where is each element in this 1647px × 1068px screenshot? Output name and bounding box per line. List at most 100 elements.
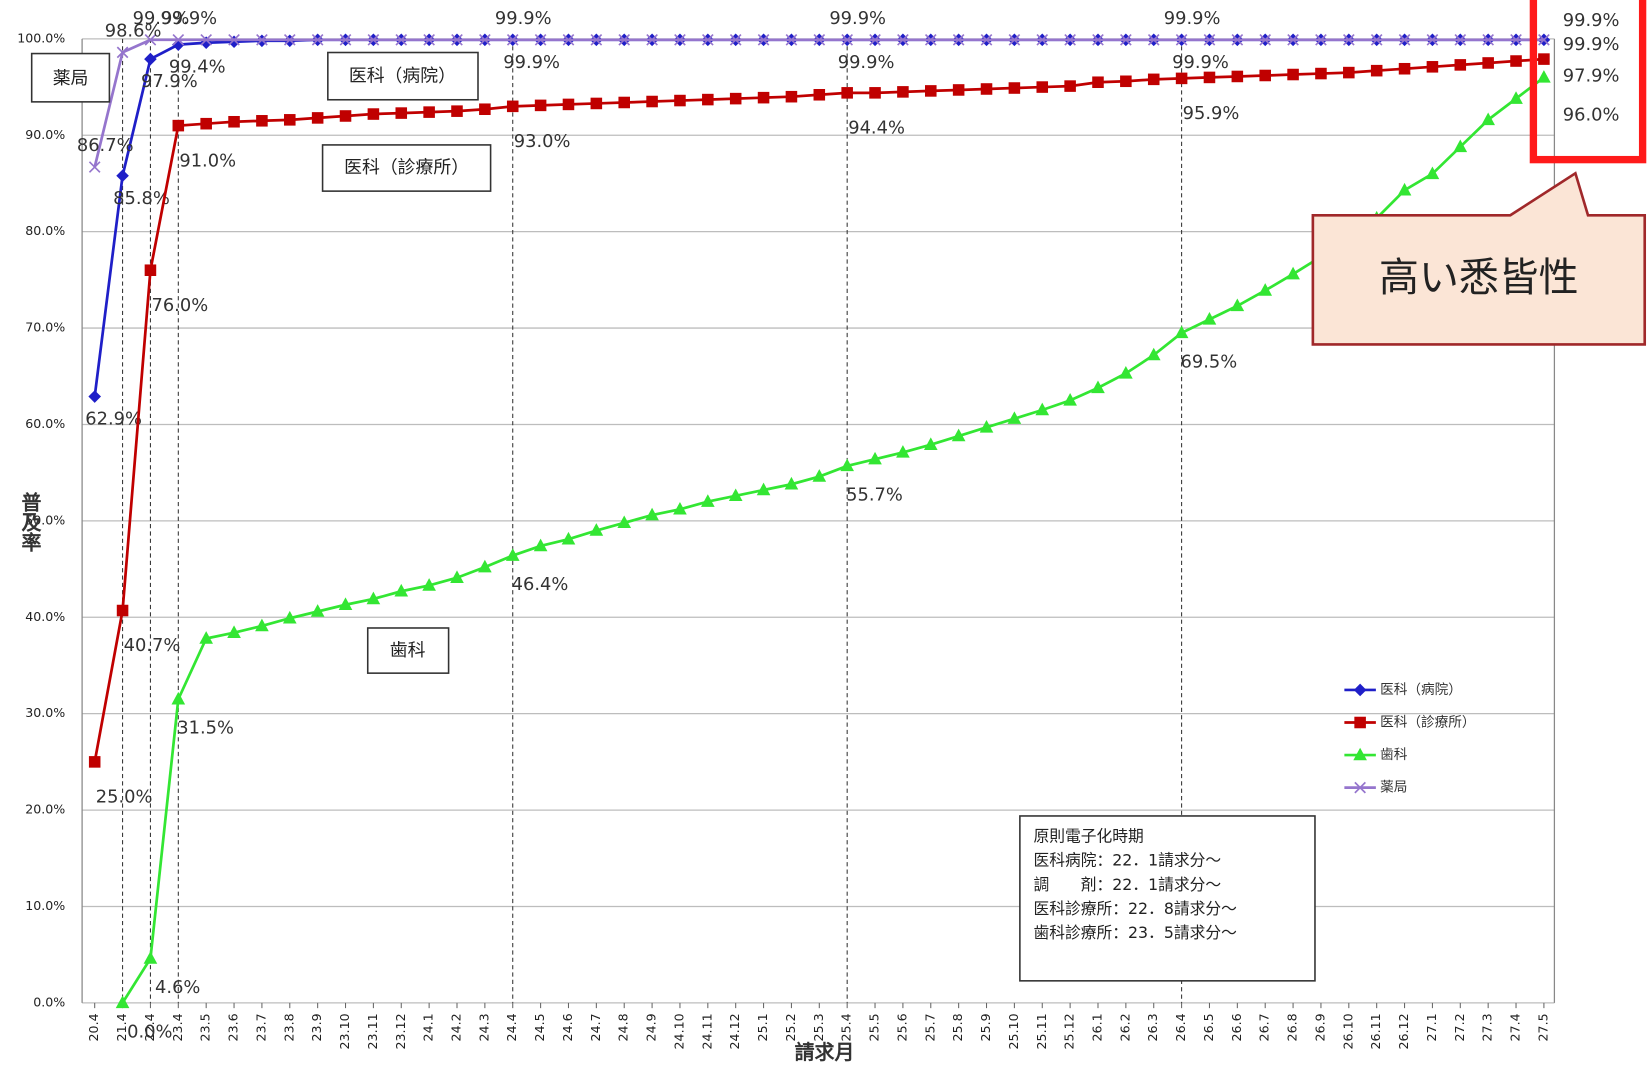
- legend-marker: [1354, 781, 1366, 794]
- series-box-label: 薬局: [53, 68, 89, 89]
- x-tick-label: 24.7: [588, 1013, 603, 1041]
- point: [1064, 80, 1076, 92]
- point: [701, 33, 714, 46]
- point: [1454, 33, 1467, 46]
- point: [1120, 33, 1132, 46]
- point: [451, 33, 463, 46]
- x-tick-label: 20.4: [86, 1013, 101, 1041]
- point: [1370, 64, 1383, 77]
- point: [1147, 33, 1160, 46]
- point: [256, 115, 268, 127]
- point: [1482, 33, 1495, 46]
- point: [924, 33, 937, 46]
- point: [1398, 33, 1411, 46]
- point: [618, 33, 631, 46]
- point: [1370, 33, 1383, 46]
- point: [1203, 33, 1216, 46]
- point: [729, 92, 742, 105]
- point: [1035, 402, 1050, 416]
- x-tick-label: 25.5: [867, 1013, 882, 1041]
- point: [366, 591, 381, 605]
- data-label: 99.9%: [838, 52, 895, 73]
- point: [423, 106, 435, 118]
- x-tick-label: 25.9: [978, 1013, 993, 1041]
- point: [729, 33, 742, 46]
- point: [1203, 71, 1216, 84]
- x-tick-label: 24.4: [504, 1013, 519, 1041]
- data-label: 99.9%: [503, 52, 560, 73]
- y-tick-label: 60.0%: [25, 416, 65, 431]
- point: [1259, 69, 1271, 82]
- x-tick-label: 23.5: [198, 1013, 213, 1041]
- point: [423, 33, 435, 46]
- x-tick-label: 25.12: [1062, 1013, 1077, 1049]
- point: [1259, 33, 1272, 46]
- legend-marker: [1354, 716, 1366, 729]
- data-label: 97.9%: [1563, 66, 1620, 87]
- legend-label: 薬局: [1380, 780, 1407, 796]
- point: [1231, 33, 1244, 46]
- x-tick-label: 26.7: [1257, 1013, 1272, 1041]
- x-tick-label: 25.7: [922, 1013, 937, 1041]
- label-box: [366, 627, 450, 674]
- point: [1315, 33, 1327, 46]
- point: [1008, 82, 1021, 94]
- x-tick-label: 23.6: [226, 1013, 241, 1041]
- x-tick-label: 24.10: [671, 1013, 686, 1049]
- point: [925, 85, 937, 97]
- note-line: 歯科診療所：23．5請求分～: [1034, 923, 1238, 942]
- x-tick-label: 26.6: [1229, 1013, 1244, 1041]
- point: [116, 169, 129, 183]
- point: [339, 110, 352, 122]
- y-tick-label: 70.0%: [25, 320, 65, 335]
- point: [728, 488, 743, 502]
- x-tick-label: 24.2: [448, 1013, 463, 1041]
- legend-label: 医科（診療所）: [1380, 714, 1476, 731]
- point: [282, 610, 297, 624]
- point: [1426, 61, 1439, 73]
- point: [812, 469, 827, 482]
- point: [1453, 139, 1468, 153]
- point: [227, 625, 241, 638]
- x-tick-label: 25.1: [755, 1013, 770, 1041]
- point: [869, 87, 881, 99]
- x-tick-label: 23.8: [281, 1013, 296, 1041]
- point: [394, 583, 409, 597]
- data-label: 91.0%: [179, 150, 236, 171]
- point: [1537, 70, 1551, 83]
- y-tick-label: 10.0%: [25, 898, 65, 913]
- point: [784, 476, 799, 490]
- point: [840, 458, 854, 472]
- note-box: [1019, 815, 1316, 982]
- point: [284, 114, 296, 126]
- x-tick-label: 21.4: [114, 1013, 129, 1041]
- data-label: 40.7%: [124, 635, 181, 656]
- point: [1538, 33, 1550, 46]
- x-tick-label: 26.9: [1312, 1013, 1327, 1041]
- point: [1092, 33, 1104, 46]
- point: [1175, 33, 1188, 46]
- series-box-label: 医科（病院）: [349, 66, 456, 87]
- point: [88, 756, 101, 768]
- data-label: 93.0%: [514, 131, 571, 152]
- data-label: 25.0%: [96, 787, 153, 808]
- point: [534, 99, 547, 112]
- point: [1426, 33, 1439, 46]
- point: [1482, 57, 1494, 69]
- legend-marker: [1353, 747, 1367, 761]
- data-label: 85.8%: [113, 188, 170, 209]
- point: [1454, 59, 1467, 71]
- point: [339, 33, 352, 46]
- point: [172, 119, 185, 132]
- label-box: [30, 52, 111, 103]
- point: [143, 951, 158, 964]
- point: [311, 112, 324, 124]
- point: [256, 33, 268, 46]
- point: [562, 33, 575, 46]
- point: [144, 33, 157, 46]
- point: [1425, 166, 1440, 180]
- data-label: 99.9%: [829, 8, 886, 29]
- data-label: 0.0%: [127, 1021, 172, 1042]
- point: [618, 96, 630, 109]
- point: [200, 117, 212, 130]
